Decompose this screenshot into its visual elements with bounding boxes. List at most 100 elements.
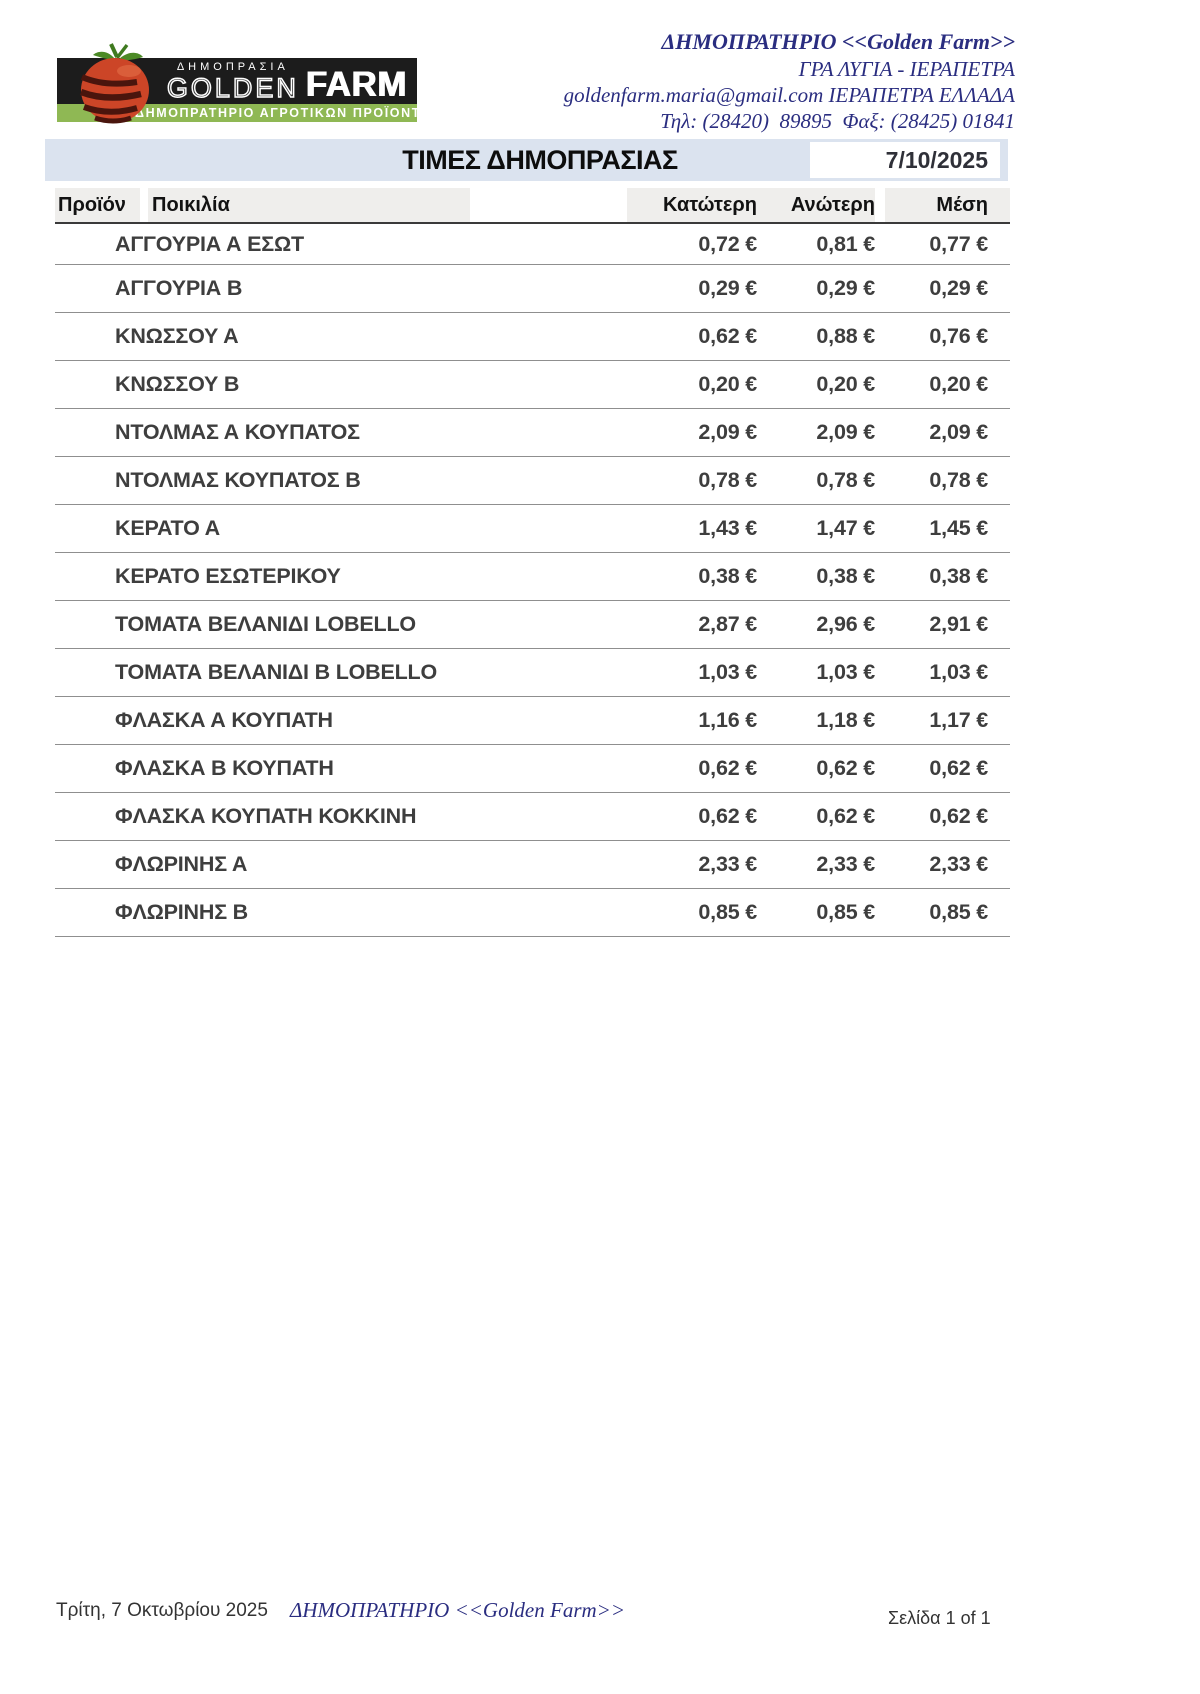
cell-variety: ΑΓΓΟΥΡΙΑ Β bbox=[115, 276, 243, 300]
cell-avg: 1,03 € bbox=[929, 660, 988, 684]
table-header-row: Προϊόν Ποικιλία Κατώτερη Ανώτερη Μέση bbox=[55, 188, 1010, 224]
table-header-left: Προϊόν Ποικιλία bbox=[55, 188, 627, 222]
cell-variety: ΦΛΩΡΙΝΗΣ Α bbox=[115, 852, 248, 876]
cell-variety: ΦΛΑΣΚΑ ΚΟΥΠΑΤΗ ΚΟΚΚΙΝΗ bbox=[115, 804, 417, 828]
cell-avg: 2,33 € bbox=[929, 852, 988, 876]
cell-avg: 0,62 € bbox=[929, 756, 988, 780]
table-row: ΝΤΟΛΜΑΣ ΚΟΥΠΑΤΟΣ Β 0,78 € 0,78 € 0,78 € bbox=[55, 457, 1010, 505]
table-row: ΤΟΜΑΤΑ ΒΕΛΑΝΙΔΙ LOBELLO 2,87 € 2,96 € 2,… bbox=[55, 601, 1010, 649]
cell-avg: 0,20 € bbox=[929, 372, 988, 396]
table-row: ΦΛΩΡΙΝΗΣ Α 2,33 € 2,33 € 2,33 € bbox=[55, 841, 1010, 889]
footer-page-number: Σελίδα 1 of 1 bbox=[888, 1608, 991, 1628]
table-row: ΑΓΓΟΥΡΙΑ Β 0,29 € 0,29 € 0,29 € bbox=[55, 265, 1010, 313]
logo-black-band: ΔΗΜΟΠΡΑΣΙΑ GOLDEN FARM bbox=[57, 43, 417, 124]
cell-high: 0,78 € bbox=[816, 468, 875, 492]
footer-org-name: ΔΗΜΟΠΡΑΤΗΡΙΟ <<Golden Farm>> bbox=[290, 1598, 626, 1622]
contact-location: ΓΡΑ ΛΥΓΙΑ - ΙΕΡΑΠΕΤΡΑ bbox=[798, 56, 1015, 81]
contact-email-address: goldenfarm.maria@gmail.com ΙΕΡΑΠΕΤΡΑ ΕΛΛ… bbox=[563, 82, 1015, 107]
contact-org-name: ΔΗΜΟΠΡΑΤΗΡΙΟ <<Golden Farm>> bbox=[661, 29, 1015, 54]
cell-low: 0,62 € bbox=[698, 756, 757, 780]
cell-low: 0,62 € bbox=[698, 324, 757, 348]
table-row: ΝΤΟΛΜΑΣ Α ΚΟΥΠΑΤΟΣ 2,09 € 2,09 € 2,09 € bbox=[55, 409, 1010, 457]
cell-high: 2,33 € bbox=[816, 852, 875, 876]
price-table: ΑΓΓΟΥΡΙΑ Α ΕΣΩΤ 0,72 € 0,81 € 0,77 € ΑΓΓ… bbox=[55, 224, 1010, 937]
column-header-variety: Ποικιλία bbox=[148, 188, 470, 222]
page-title: ΤΙΜΕΣ ΔΗΜΟΠΡΑΣΙΑΣ bbox=[402, 145, 678, 175]
column-header-product: Προϊόν bbox=[55, 188, 140, 222]
column-header-low: Κατώτερη bbox=[627, 188, 757, 222]
table-row: ΦΛΑΣΚΑ ΚΟΥΠΑΤΗ ΚΟΚΚΙΝΗ 0,62 € 0,62 € 0,6… bbox=[55, 793, 1010, 841]
cell-low: 1,16 € bbox=[698, 708, 757, 732]
cell-avg: 2,91 € bbox=[929, 612, 988, 636]
column-header-high: Ανώτερη bbox=[757, 188, 875, 222]
footer-print-date: Τρίτη, 7 Οκτωβρίου 2025 bbox=[56, 1600, 268, 1621]
cell-variety: ΦΛΑΣΚΑ Α ΚΟΥΠΑΤΗ bbox=[115, 708, 333, 732]
cell-low: 0,20 € bbox=[698, 372, 757, 396]
cell-avg: 0,85 € bbox=[929, 900, 988, 924]
cell-high: 2,09 € bbox=[816, 420, 875, 444]
cell-high: 0,62 € bbox=[816, 756, 875, 780]
logo-farm-text: FARM bbox=[305, 65, 407, 104]
cell-low: 2,09 € bbox=[698, 420, 757, 444]
cell-avg: 0,62 € bbox=[929, 804, 988, 828]
table-row: ΦΛΩΡΙΝΗΣ Β 0,85 € 0,85 € 0,85 € bbox=[55, 889, 1010, 937]
cell-high: 2,96 € bbox=[816, 612, 875, 636]
table-row: ΚΝΩΣΣΟΥ Β 0,20 € 0,20 € 0,20 € bbox=[55, 361, 1010, 409]
cell-variety: ΚΝΩΣΣΟΥ Α bbox=[115, 324, 239, 348]
cell-avg: 2,09 € bbox=[929, 420, 988, 444]
table-row: ΚΕΡΑΤΟ ΕΣΩΤΕΡΙΚΟΥ 0,38 € 0,38 € 0,38 € bbox=[55, 553, 1010, 601]
cell-variety: ΚΕΡΑΤΟ ΕΣΩΤΕΡΙΚΟΥ bbox=[115, 564, 341, 588]
cell-low: 0,85 € bbox=[698, 900, 757, 924]
cell-high: 1,03 € bbox=[816, 660, 875, 684]
logo-golden-block: ΔΗΜΟΠΡΑΣΙΑ GOLDEN bbox=[166, 61, 299, 103]
contact-block: ΔΗΜΟΠΡΑΤΗΡΙΟ <<Golden Farm>> ΓΡΑ ΛΥΓΙΑ -… bbox=[564, 28, 1015, 134]
cell-low: 0,78 € bbox=[698, 468, 757, 492]
cell-variety: ΦΛΩΡΙΝΗΣ Β bbox=[115, 900, 248, 924]
table-row: ΤΟΜΑΤΑ ΒΕΛΑΝΙΔΙ Β LOBELLO 1,03 € 1,03 € … bbox=[55, 649, 1010, 697]
golden-farm-logo: ΔΗΜΟΠΡΑΣΙΑ GOLDEN FARM ΔΗΜΟΠΡΑΤΗΡΙΟ ΑΓΡΟ… bbox=[57, 43, 441, 124]
cell-low: 2,87 € bbox=[698, 612, 757, 636]
cell-variety: ΚΕΡΑΤΟ Α bbox=[115, 516, 220, 540]
cell-high: 0,29 € bbox=[816, 276, 875, 300]
cell-high: 0,85 € bbox=[816, 900, 875, 924]
cell-low: 1,43 € bbox=[698, 516, 757, 540]
cell-avg: 1,45 € bbox=[929, 516, 988, 540]
cell-high: 0,81 € bbox=[816, 231, 875, 256]
cell-low: 1,03 € bbox=[698, 660, 757, 684]
cell-avg: 0,38 € bbox=[929, 564, 988, 588]
table-row: ΦΛΑΣΚΑ Α ΚΟΥΠΑΤΗ 1,16 € 1,18 € 1,17 € bbox=[55, 697, 1010, 745]
title-bar: ΤΙΜΕΣ ΔΗΜΟΠΡΑΣΙΑΣ 7/10/2025 bbox=[45, 139, 1008, 181]
cell-high: 1,47 € bbox=[816, 516, 875, 540]
table-row: ΚΝΩΣΣΟΥ Α 0,62 € 0,88 € 0,76 € bbox=[55, 313, 1010, 361]
cell-low: 0,62 € bbox=[698, 804, 757, 828]
cell-variety: ΝΤΟΛΜΑΣ Α ΚΟΥΠΑΤΟΣ bbox=[115, 420, 360, 444]
cell-low: 0,72 € bbox=[698, 231, 757, 256]
cell-avg: 0,29 € bbox=[929, 276, 988, 300]
cell-variety: ΝΤΟΛΜΑΣ ΚΟΥΠΑΤΟΣ Β bbox=[115, 468, 361, 492]
tomato-icon bbox=[71, 41, 163, 125]
column-header-avg: Μέση bbox=[875, 188, 1010, 222]
cell-avg: 1,17 € bbox=[929, 708, 988, 732]
logo-golden-text: GOLDEN bbox=[166, 73, 299, 103]
logo-tagline: ΔΗΜΟΠΡΑΤΗΡΙΟ ΑΓΡΟΤΙΚΩΝ ΠΡΟΪΟΝΤΩΝ bbox=[57, 104, 441, 122]
table-row: ΚΕΡΑΤΟ Α 1,43 € 1,47 € 1,45 € bbox=[55, 505, 1010, 553]
cell-avg: 0,77 € bbox=[929, 231, 988, 256]
cell-high: 0,62 € bbox=[816, 804, 875, 828]
cell-variety: ΑΓΓΟΥΡΙΑ Α ΕΣΩΤ bbox=[115, 231, 304, 256]
table-row: ΦΛΑΣΚΑ Β ΚΟΥΠΑΤΗ 0,62 € 0,62 € 0,62 € bbox=[55, 745, 1010, 793]
cell-variety: ΤΟΜΑΤΑ ΒΕΛΑΝΙΔΙ LOBELLO bbox=[115, 612, 416, 636]
cell-high: 0,38 € bbox=[816, 564, 875, 588]
table-row: ΑΓΓΟΥΡΙΑ Α ΕΣΩΤ 0,72 € 0,81 € 0,77 € bbox=[55, 224, 1010, 265]
cell-variety: ΚΝΩΣΣΟΥ Β bbox=[115, 372, 240, 396]
cell-high: 0,88 € bbox=[816, 324, 875, 348]
cell-high: 1,18 € bbox=[816, 708, 875, 732]
cell-variety: ΦΛΑΣΚΑ Β ΚΟΥΠΑΤΗ bbox=[115, 756, 334, 780]
auction-date: 7/10/2025 bbox=[810, 142, 1000, 178]
cell-variety: ΤΟΜΑΤΑ ΒΕΛΑΝΙΔΙ Β LOBELLO bbox=[115, 660, 438, 684]
cell-low: 2,33 € bbox=[698, 852, 757, 876]
cell-high: 0,20 € bbox=[816, 372, 875, 396]
cell-avg: 0,78 € bbox=[929, 468, 988, 492]
cell-low: 0,38 € bbox=[698, 564, 757, 588]
cell-low: 0,29 € bbox=[698, 276, 757, 300]
